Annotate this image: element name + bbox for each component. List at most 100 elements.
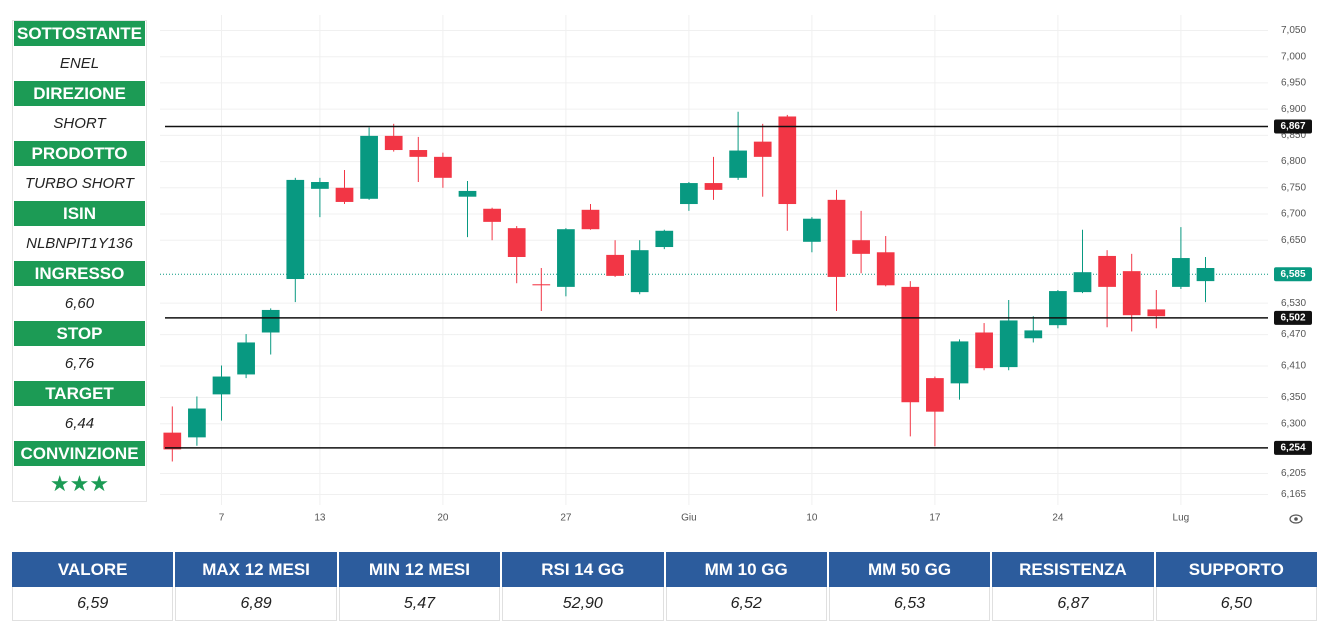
y-tick-label: 6,205 [1281,468,1306,479]
table-cell: 6,59 [12,587,174,621]
candle-body [1098,255,1116,287]
level-label-box [1274,119,1312,134]
table-column: MIN 12 MESI 5,47 [338,552,501,621]
candle-body [901,286,920,403]
table-header: SUPPORTO [1155,552,1317,587]
candle-body [1049,291,1067,326]
last-price-label: 6,585 [1280,269,1305,280]
sidebar-label: SOTTOSTANTE [14,21,145,46]
y-tick-label: 6,900 [1281,104,1306,115]
candle-body [532,284,551,286]
table-cell: 6,52 [665,587,827,621]
candle-body [434,156,452,178]
sidebar-label: PRODOTTO [14,141,145,166]
y-tick-label: 6,410 [1281,361,1306,372]
sidebar-value: 6,60 [64,295,95,312]
sidebar-value: 6,44 [64,415,95,432]
table-header: MIN 12 MESI [338,552,501,587]
candle-body [999,320,1018,368]
y-tick-label: 7,000 [1281,51,1306,62]
candle-body [1172,258,1190,287]
level-label: 6,867 [1280,121,1305,132]
x-tick-label: 17 [929,513,941,524]
table-header: VALORE [12,552,174,587]
table-column: VALORE 6,59 [12,552,174,621]
table-cell: 6,53 [828,587,991,621]
table-cell: 52,90 [502,587,664,621]
y-tick-label: 6,470 [1281,329,1306,340]
candle-body [1147,309,1166,317]
sidebar-value: TURBO SHORT [25,175,134,192]
table-cell: 6,87 [992,587,1154,621]
sidebar-label: CONVINZIONE [14,441,145,466]
candle-body [680,183,698,205]
candle-body [1024,330,1043,339]
candle-body [1196,268,1215,282]
y-tick-label: 6,650 [1281,235,1306,246]
candle-body [360,135,378,199]
candle-body [950,341,969,384]
table-header: RSI 14 GG [502,552,664,587]
x-tick-label: 20 [437,513,449,524]
table-column: MAX 12 MESI 6,89 [175,552,337,621]
summary-table: VALORE 6,59 MAX 12 MESI 6,89 MIN 12 MESI 5,47… [12,552,1317,621]
candle-body [729,150,747,178]
x-tick-label: 7 [219,513,225,524]
sidebar-value: NLBNPIT1Y136 [26,235,133,252]
candle-body [483,208,501,222]
table-header: MM 50 GG [828,552,991,587]
y-tick-label: 6,850 [1281,130,1306,141]
table-column: SUPPORTO 6,50 [1155,552,1317,621]
last-price-box [1274,267,1312,282]
candle-body [581,209,600,230]
table-cell: 6,50 [1155,587,1317,621]
y-tick-label: 6,165 [1281,489,1306,500]
sidebar-label: DIREZIONE [14,81,145,106]
visibility-icon[interactable] [1289,514,1303,524]
sidebar-label: STOP [14,321,145,346]
candle-body [975,332,993,369]
candle-body [286,179,305,280]
candle-body [212,376,231,395]
y-tick-label: 6,800 [1281,156,1306,167]
y-tick-label: 6,750 [1281,182,1306,193]
candle-body [655,230,674,248]
candle-body [188,408,206,438]
table-header: RESISTENZA [992,552,1154,587]
sidebar-value: ★★★ [49,471,110,496]
x-tick-label: 13 [314,513,326,524]
x-tick-label: 10 [806,513,818,524]
candle-body [261,309,280,333]
sidebar-value: 6,76 [64,355,95,372]
candle-body [1073,272,1092,293]
table-header: MAX 12 MESI [175,552,337,587]
candle-body [237,342,255,375]
y-tick-label: 6,530 [1281,298,1306,309]
table-column: RESISTENZA 6,87 [992,552,1154,621]
x-tick-label: 24 [1052,513,1064,524]
table-cell: 5,47 [338,587,501,621]
candle-body [926,378,944,412]
candle-body [606,254,624,276]
candle-body [311,182,329,189]
candle-body [1122,271,1141,316]
table-column: RSI 14 GG 52,90 [502,552,664,621]
level-label: 6,254 [1280,442,1305,453]
candle-body [507,228,526,257]
chart: 7,050 7,000 6,950 6,900 6,850 6,800 6,750 6,700… [160,15,1312,524]
sidebar: SOTTOSTANTE ENEL DIREZIONE SHORT PRODOTTO TUR… [12,20,147,502]
candle-body [704,183,723,190]
candle-body [557,229,575,287]
y-tick-label: 6,300 [1281,418,1306,429]
candle-body [876,252,895,286]
candle-body [163,432,182,450]
candle-body [384,135,403,151]
sidebar-value: SHORT [53,115,106,132]
x-tick-label: Giu [681,513,697,524]
y-tick-label: 6,350 [1281,392,1306,403]
sidebar-value: ENEL [59,55,100,72]
table-header: MM 10 GG [665,552,827,587]
candle-body [852,240,870,254]
candle-body [827,199,846,277]
